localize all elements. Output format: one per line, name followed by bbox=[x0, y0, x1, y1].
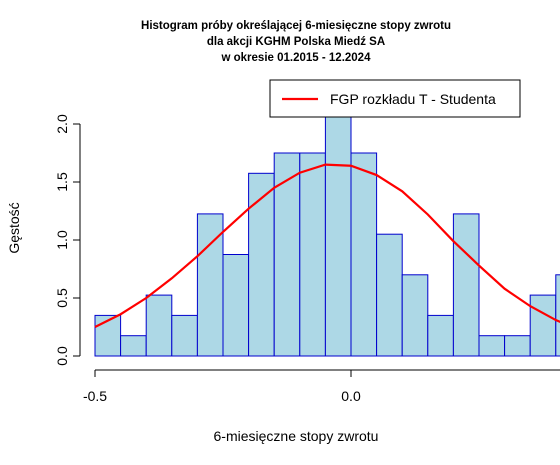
title-line-1: Histogram próby określającej 6-miesięczn… bbox=[141, 20, 451, 32]
y-axis-title: Gęstość bbox=[6, 202, 22, 253]
y-tick-label: 2.0 bbox=[54, 114, 70, 134]
t-student-density-curve bbox=[94, 163, 560, 328]
x-tick-label: 0.0 bbox=[341, 388, 361, 404]
x-axis-title: 6-miesięczne stopy zwrotu bbox=[214, 428, 379, 444]
x-tick-label: -0.5 bbox=[83, 388, 107, 404]
legend-box bbox=[269, 79, 521, 118]
histogram-bar bbox=[145, 294, 173, 357]
legend: FGP rozkładu T - Studenta bbox=[269, 79, 521, 118]
histogram-bar bbox=[248, 172, 275, 357]
histogram-bar bbox=[196, 213, 224, 357]
histogram-bar bbox=[376, 233, 403, 357]
histogram-bar bbox=[222, 254, 250, 357]
histogram-bar bbox=[427, 314, 454, 357]
histogram-bar bbox=[273, 152, 301, 357]
histogram-bar bbox=[401, 274, 429, 357]
y-tick-label: 0.5 bbox=[54, 288, 70, 308]
histogram-bar bbox=[299, 152, 326, 357]
chart-title: Histogram próby określającej 6-miesięczn… bbox=[141, 20, 451, 64]
histogram-bar bbox=[555, 274, 560, 357]
x-axis: -0.50.00.51.0 bbox=[83, 369, 560, 404]
histogram-bar bbox=[478, 335, 506, 357]
title-line-3: w okresie 01.2015 - 12.2024 bbox=[221, 52, 372, 64]
histogram-bar bbox=[120, 335, 147, 357]
histogram-bar bbox=[504, 335, 531, 357]
legend-label: FGP rozkładu T - Studenta bbox=[330, 91, 496, 107]
histogram-bar bbox=[452, 213, 480, 357]
histogram-bar bbox=[94, 314, 122, 357]
y-tick-label: 1.0 bbox=[54, 230, 70, 250]
histogram-bar bbox=[529, 294, 557, 357]
histogram-bar bbox=[171, 314, 198, 357]
y-tick-label: 0.0 bbox=[54, 346, 70, 366]
y-axis: 0.0 0.5 1.0 1.5 2.0 bbox=[54, 114, 81, 366]
histogram-bar bbox=[324, 91, 352, 357]
title-line-2: dla akcji KGHM Polska Miedź SA bbox=[207, 36, 385, 48]
histogram-bars bbox=[94, 91, 560, 357]
y-tick-label: 1.5 bbox=[54, 172, 70, 192]
histogram-bar bbox=[350, 152, 378, 357]
